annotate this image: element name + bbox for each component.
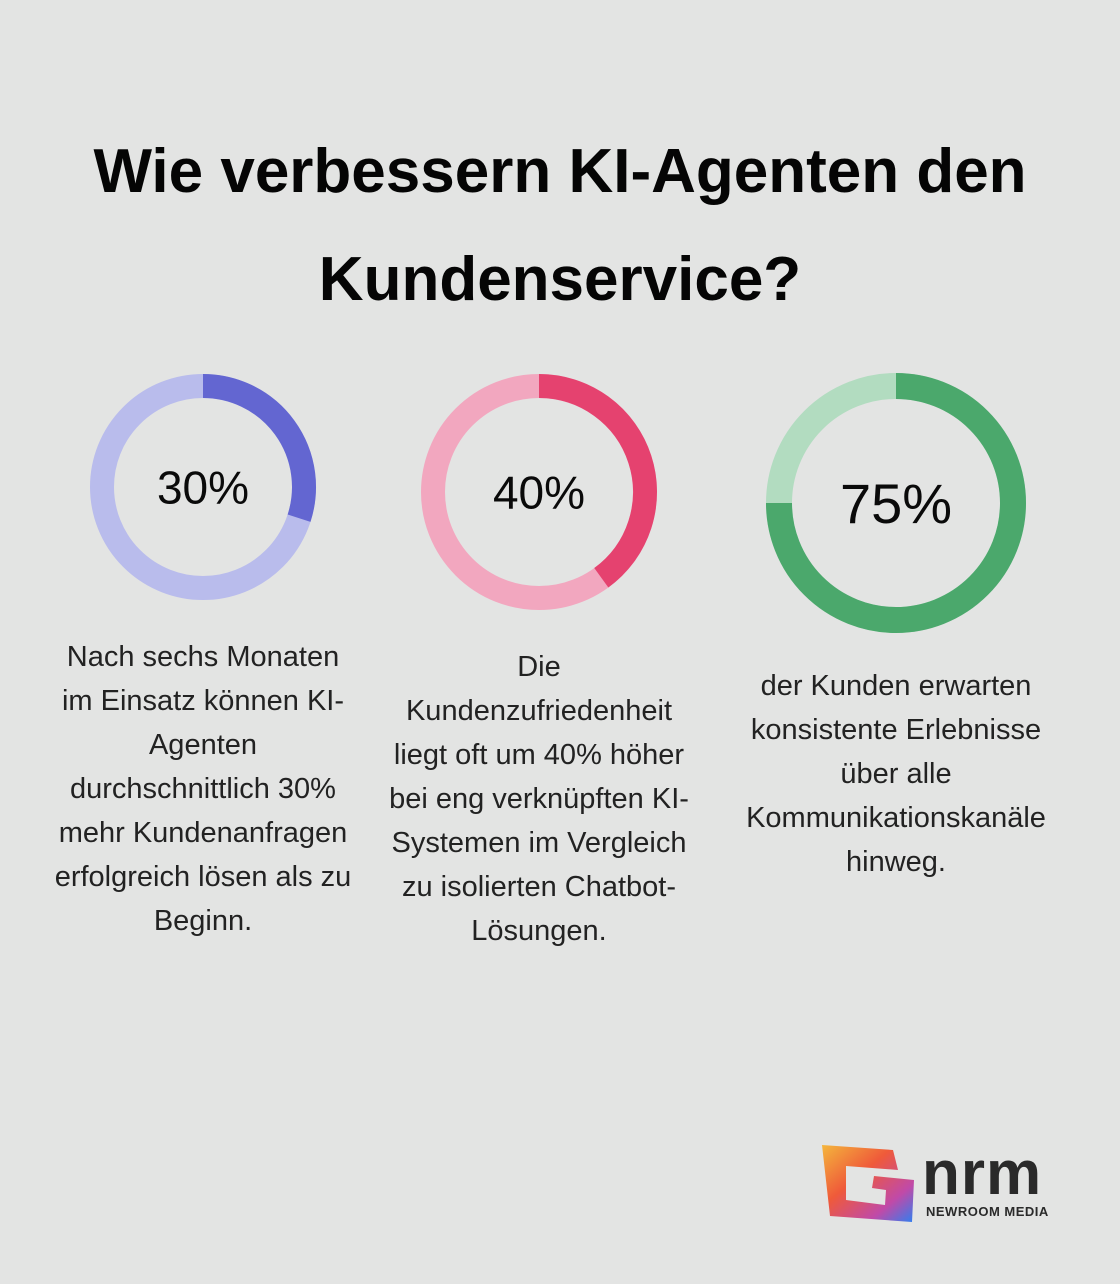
description: der Kunden erwarten konsistente Erlebnis… <box>746 670 1046 878</box>
donut-arc <box>538 374 657 588</box>
value-label: 30% <box>157 462 249 514</box>
donut-arc <box>766 373 1026 633</box>
logo-icon <box>822 1145 914 1222</box>
description: Die Kundenzufriedenheit liegt oft um 40%… <box>389 651 689 947</box>
donut-arc <box>202 374 316 522</box>
value-label: 40% <box>493 467 585 519</box>
title: Wie verbessern KI-Agenten den Kundenserv… <box>93 137 1027 314</box>
description: Nach sechs Monaten im Einsatz können KI-… <box>54 641 352 937</box>
logo-name: nrm <box>922 1139 1043 1208</box>
value-label: 75% <box>840 472 952 535</box>
logo-subtitle: NEWROOM MEDIA <box>926 1204 1049 1219</box>
